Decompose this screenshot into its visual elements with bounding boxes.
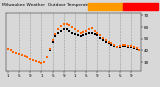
Point — [12, 51, 15, 52]
Point — [138, 50, 141, 51]
Point — [51, 41, 54, 43]
Point — [135, 48, 138, 50]
Point — [37, 61, 40, 63]
Point — [26, 57, 29, 58]
Point — [119, 46, 121, 48]
Point — [46, 57, 48, 58]
Point — [29, 58, 32, 59]
Point — [93, 30, 96, 31]
Point — [88, 29, 90, 30]
Point — [18, 53, 20, 55]
Point — [29, 58, 32, 59]
Point — [60, 30, 62, 31]
Point — [102, 37, 104, 38]
Point — [79, 36, 82, 37]
Point — [37, 61, 40, 63]
Point — [130, 46, 132, 48]
Point — [124, 44, 127, 45]
Point — [99, 35, 101, 36]
Point — [71, 32, 73, 34]
Text: Milwaukee Weather  Outdoor Temperature vs Heat Index (24 Hours): Milwaukee Weather Outdoor Temperature vs… — [2, 3, 150, 7]
Point — [32, 59, 34, 60]
Point — [116, 46, 118, 48]
Point — [23, 56, 26, 57]
Point — [12, 51, 15, 52]
Point — [57, 29, 60, 30]
Point — [57, 32, 60, 34]
Point — [132, 46, 135, 48]
Point — [79, 32, 82, 34]
Point — [116, 46, 118, 48]
Point — [48, 48, 51, 50]
Point — [35, 60, 37, 62]
Point — [85, 30, 88, 31]
Point — [40, 62, 43, 64]
Point — [46, 57, 48, 58]
Point — [43, 61, 45, 63]
Point — [130, 45, 132, 46]
Point — [138, 50, 141, 51]
Point — [113, 44, 116, 45]
Point — [99, 37, 101, 38]
Point — [18, 53, 20, 55]
Point — [7, 48, 9, 50]
Point — [127, 45, 129, 46]
Point — [76, 35, 79, 36]
Point — [132, 47, 135, 49]
Point — [63, 23, 65, 24]
Point — [113, 45, 116, 46]
Point — [93, 33, 96, 35]
Point — [32, 59, 34, 60]
Point — [7, 48, 9, 50]
Point — [135, 47, 138, 49]
Point — [85, 33, 88, 35]
Point — [74, 33, 76, 35]
Point — [104, 39, 107, 41]
Point — [96, 32, 99, 34]
Point — [107, 43, 110, 44]
Point — [82, 35, 85, 36]
Point — [9, 50, 12, 51]
Point — [102, 39, 104, 41]
Point — [88, 32, 90, 34]
Point — [43, 61, 45, 63]
Point — [35, 60, 37, 62]
Point — [65, 23, 68, 24]
Point — [65, 29, 68, 30]
Point — [40, 62, 43, 64]
Point — [76, 30, 79, 31]
Point — [124, 45, 127, 46]
Point — [74, 29, 76, 30]
Point — [20, 54, 23, 56]
Point — [96, 35, 99, 36]
Point — [68, 24, 71, 25]
Point — [91, 27, 93, 29]
Point — [9, 50, 12, 51]
Point — [68, 30, 71, 31]
Point — [60, 25, 62, 27]
Point — [107, 41, 110, 43]
Point — [54, 36, 57, 37]
Point — [63, 29, 65, 30]
Point — [20, 54, 23, 56]
Point — [26, 57, 29, 58]
Point — [48, 50, 51, 51]
Point — [121, 44, 124, 45]
Point — [121, 45, 124, 46]
Point — [91, 32, 93, 34]
Point — [127, 46, 129, 48]
Point — [51, 39, 54, 41]
Point — [104, 41, 107, 43]
Point — [119, 45, 121, 46]
Point — [82, 31, 85, 32]
Point — [110, 44, 113, 45]
Point — [71, 26, 73, 28]
Point — [54, 33, 57, 35]
Point — [15, 52, 17, 53]
Point — [23, 56, 26, 57]
Point — [110, 43, 113, 44]
Point — [15, 52, 17, 53]
